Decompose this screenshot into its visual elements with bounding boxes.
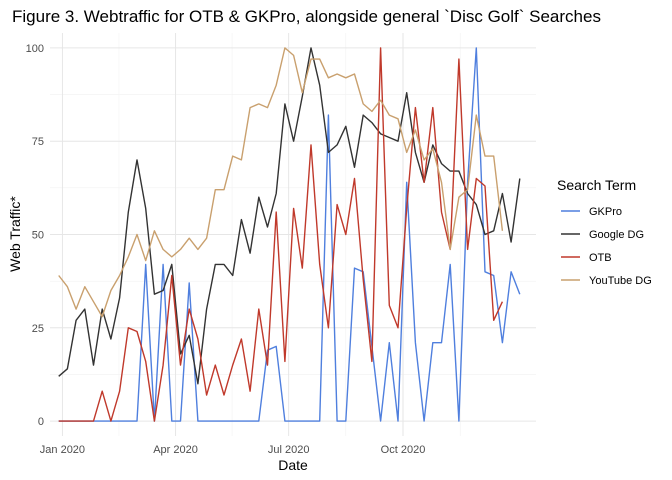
x-tick-label: Oct 2020 xyxy=(381,444,426,456)
x-tick-labels: Jan 2020 Apr 2020 Jul 2020 Oct 2020 xyxy=(40,444,426,456)
legend-title: Search Term xyxy=(557,177,636,193)
series-lines xyxy=(58,47,521,422)
x-axis-title: Date xyxy=(278,457,308,473)
y-axis-title: Web Traffic* xyxy=(7,196,23,272)
series-line-gkpro xyxy=(58,47,521,422)
x-tick-label: Apr 2020 xyxy=(153,444,198,456)
legend-label-otb: OTB xyxy=(589,252,612,264)
y-tick-labels: 0 25 50 75 100 xyxy=(26,43,44,428)
y-tick-label: 0 xyxy=(38,416,44,428)
y-tick-label: 25 xyxy=(32,323,44,335)
y-tick-label: 75 xyxy=(32,136,44,148)
x-tick-label: Jul 2020 xyxy=(268,444,310,456)
chart-title: Figure 3. Webtraffic for OTB & GKPro, al… xyxy=(12,7,601,26)
legend-label-gkpro: GKPro xyxy=(589,206,622,218)
x-tick-label: Jan 2020 xyxy=(40,444,85,456)
y-tick-label: 100 xyxy=(26,43,44,55)
series-line-google-dg xyxy=(58,47,521,385)
y-tick-label: 50 xyxy=(32,230,44,242)
legend: Search Term GKPro Google DG OTB YouTube DG xyxy=(557,177,652,287)
legend-label-youtube-dg: YouTube DG xyxy=(589,275,652,287)
series-line-youtube-dg xyxy=(58,47,504,318)
legend-label-google-dg: Google DG xyxy=(589,229,644,241)
series-line-otb xyxy=(58,47,504,422)
gridlines xyxy=(50,33,536,436)
